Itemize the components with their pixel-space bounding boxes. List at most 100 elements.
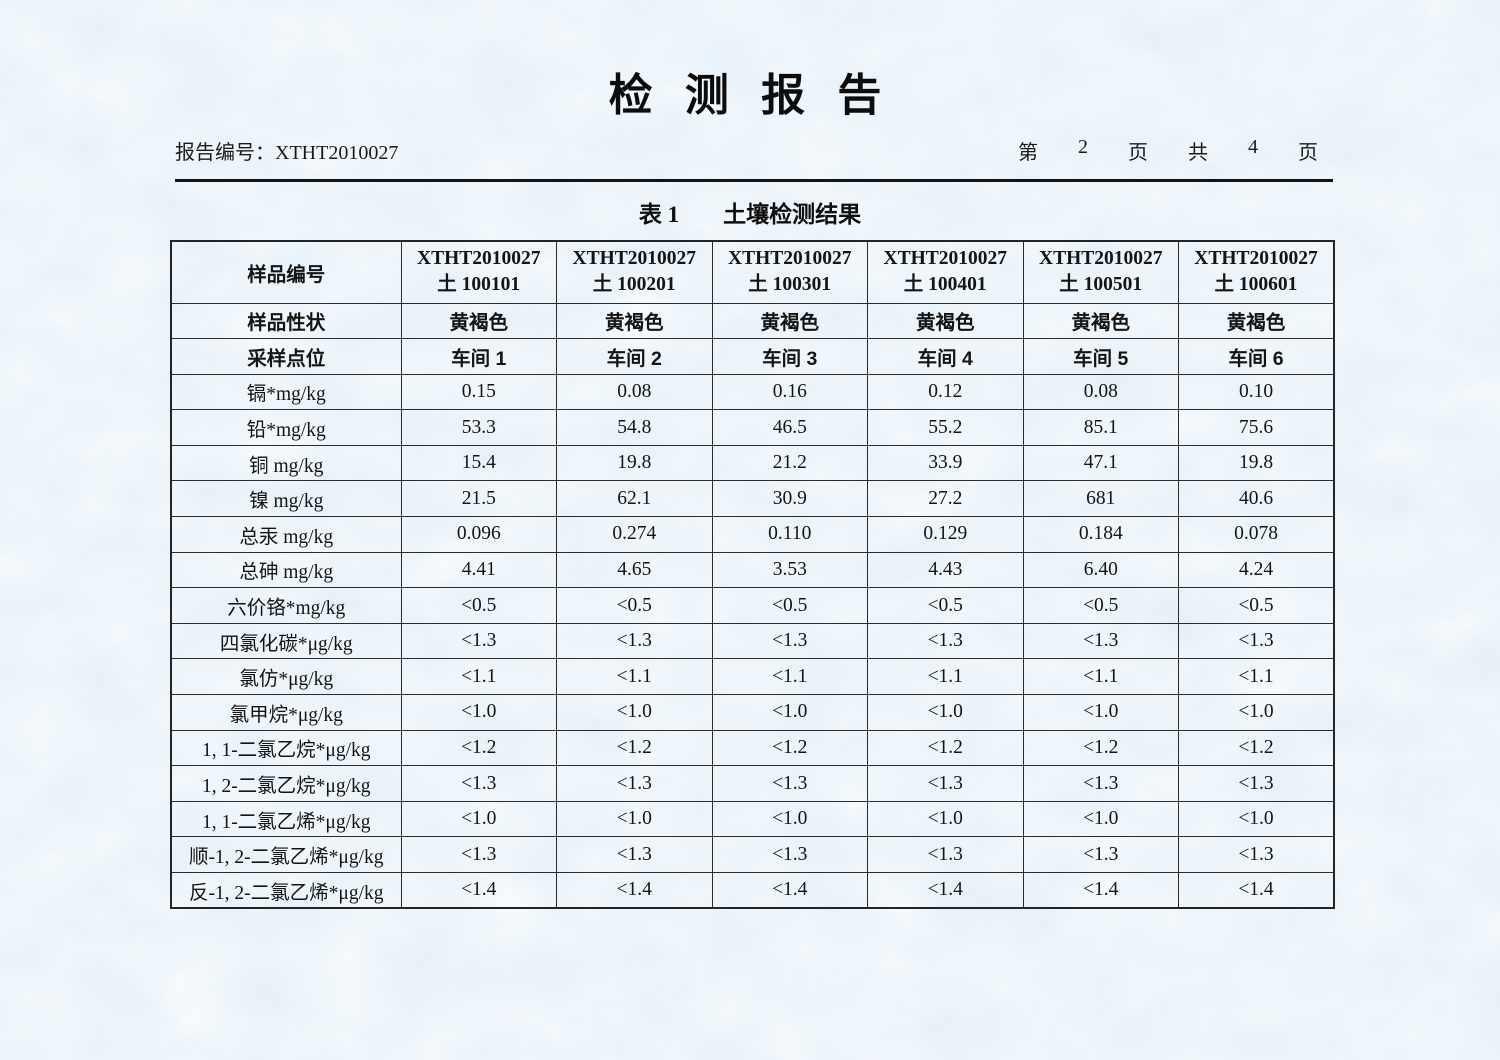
value-cell: <1.4	[1022, 872, 1179, 909]
attr-cell: 车间 1	[400, 338, 557, 375]
value-cell: 0.08	[556, 373, 713, 411]
table-row: 1, 2-二氯乙烷*μg/kg <1.3 <1.3 <1.3 <1.3 <1.3 <1.3	[170, 765, 1335, 802]
value-cell: 0.129	[867, 516, 1024, 553]
attr-cell: 黄褐色	[711, 302, 868, 340]
value-cell: <1.2	[1022, 729, 1179, 767]
parameter-label: 铜 mg/kg	[170, 444, 402, 482]
value-cell: 19.8	[556, 444, 713, 482]
value-cell: <0.5	[711, 587, 868, 624]
parameter-label: 六价铬*mg/kg	[170, 587, 402, 624]
value-cell: <1.3	[556, 622, 713, 660]
attr-cell: 车间 2	[556, 338, 713, 375]
value-cell: <1.0	[1178, 800, 1335, 838]
value-cell: <1.0	[1022, 800, 1179, 838]
table-caption-number: 表 1	[638, 202, 680, 227]
value-cell: <0.5	[867, 587, 1024, 624]
value-cell: <1.3	[1022, 836, 1179, 873]
value-cell: <1.2	[867, 729, 1024, 767]
value-cell: 75.6	[1178, 409, 1335, 446]
parameter-label: 镉*mg/kg	[170, 373, 402, 411]
parameter-label: 铅*mg/kg	[170, 409, 402, 446]
value-cell: <1.3	[1022, 622, 1179, 660]
value-cell: 0.096	[400, 516, 557, 553]
value-cell: <1.3	[867, 622, 1024, 660]
value-cell: <1.1	[1178, 658, 1335, 696]
table-row: 1, 1-二氯乙烷*μg/kg <1.2 <1.2 <1.2 <1.2 <1.2 <1.2	[170, 729, 1335, 767]
value-cell: <1.3	[867, 836, 1024, 873]
value-cell: 0.184	[1022, 516, 1179, 553]
value-cell: <1.4	[1178, 872, 1335, 909]
row-header: 样品编号	[170, 240, 402, 304]
value-cell: <1.2	[556, 729, 713, 767]
pagination-word: 页	[1128, 142, 1148, 164]
value-cell: 27.2	[867, 480, 1024, 518]
value-cell: <1.2	[400, 729, 557, 767]
value-cell: <1.0	[711, 800, 868, 838]
value-cell: 0.12	[867, 373, 1024, 411]
table-caption: 表 1 土壤检测结果	[0, 195, 1500, 229]
header-rule	[175, 179, 1333, 182]
table-row: 氯仿*μg/kg <1.1 <1.1 <1.1 <1.1 <1.1 <1.1	[170, 658, 1335, 696]
table-row: 铜 mg/kg 15.4 19.8 21.2 33.9 47.1 19.8	[170, 444, 1335, 482]
table-caption-title: 土壤检测结果	[723, 202, 862, 227]
attr-cell: 车间 3	[711, 338, 868, 375]
value-cell: <1.4	[400, 872, 557, 909]
page-title: 检 测 报 告	[608, 71, 892, 120]
pagination-total-pages: 4	[1248, 136, 1258, 158]
value-cell: 4.43	[867, 551, 1024, 589]
value-cell: 85.1	[1022, 409, 1179, 446]
table-row: 四氯化碳*μg/kg <1.3 <1.3 <1.3 <1.3 <1.3 <1.3	[170, 622, 1335, 660]
attr-cell: 车间 4	[867, 338, 1024, 375]
value-cell: 4.41	[400, 551, 557, 589]
sample-id-cell: XTHT2010027 土 100201	[556, 240, 713, 304]
value-cell: 47.1	[1022, 444, 1179, 482]
value-cell: 55.2	[867, 409, 1024, 446]
attr-cell: 车间 6	[1178, 338, 1335, 375]
value-cell: <1.3	[1022, 765, 1179, 802]
sample-id-cell: XTHT2010027 土 100401	[867, 240, 1024, 304]
attr-cell: 车间 5	[1022, 338, 1179, 375]
table-row: 镉*mg/kg 0.15 0.08 0.16 0.12 0.08 0.10	[170, 373, 1335, 411]
parameter-label: 1, 2-二氯乙烷*μg/kg	[170, 765, 402, 802]
attr-cell: 黄褐色	[556, 302, 713, 340]
value-cell: 19.8	[1178, 444, 1335, 482]
value-cell: 0.078	[1178, 516, 1335, 553]
report-number: 报告编号：XTHT2010027	[175, 142, 399, 164]
value-cell: <0.5	[556, 587, 713, 624]
value-cell: <1.3	[867, 765, 1024, 802]
value-cell: 681	[1022, 480, 1179, 518]
parameter-label: 镍 mg/kg	[170, 480, 402, 518]
value-cell: 0.10	[1178, 373, 1335, 411]
value-cell: <1.2	[711, 729, 868, 767]
attr-cell: 黄褐色	[867, 302, 1024, 340]
results-table: 样品编号 XTHT2010027 土 100101 XTHT2010027 土 1002…	[170, 240, 1335, 910]
value-cell: <1.4	[711, 872, 868, 909]
value-cell: <1.0	[400, 694, 557, 731]
parameter-label: 总砷 mg/kg	[170, 551, 402, 589]
table-row: 顺-1, 2-二氯乙烯*μg/kg <1.3 <1.3 <1.3 <1.3 <1.3 <1.…	[170, 836, 1335, 873]
value-cell: <1.3	[556, 836, 713, 873]
value-cell: 15.4	[400, 444, 557, 482]
value-cell: 0.274	[556, 516, 713, 553]
table-row: 样品性状 黄褐色 黄褐色 黄褐色 黄褐色 黄褐色 黄褐色	[170, 302, 1335, 340]
parameter-label: 四氯化碳*μg/kg	[170, 622, 402, 660]
value-cell: <1.0	[400, 800, 557, 838]
table-row: 总砷 mg/kg 4.41 4.65 3.53 4.43 6.40 4.24	[170, 551, 1335, 589]
pagination-word: 第	[1018, 142, 1038, 164]
value-cell: <1.3	[711, 622, 868, 660]
pagination-current-page: 2	[1078, 136, 1088, 158]
table-row: 镍 mg/kg 21.5 62.1 30.9 27.2 681 40.6	[170, 480, 1335, 518]
value-cell: 0.110	[711, 516, 868, 553]
table-row: 样品编号 XTHT2010027 土 100101 XTHT2010027 土 1002…	[170, 240, 1335, 304]
table-row: 采样点位 车间 1 车间 2 车间 3 车间 4 车间 5 车间 6	[170, 338, 1335, 375]
table-row: 总汞 mg/kg 0.096 0.274 0.110 0.129 0.184 0.078	[170, 516, 1335, 553]
parameter-label: 氯甲烷*μg/kg	[170, 694, 402, 731]
sample-id-cell: XTHT2010027 土 100601	[1178, 240, 1335, 304]
pagination-word: 页	[1298, 142, 1318, 164]
value-cell: <1.3	[556, 765, 713, 802]
pagination: 第 2 页 共 4 页	[1018, 136, 1318, 165]
value-cell: 4.24	[1178, 551, 1335, 589]
value-cell: 4.65	[556, 551, 713, 589]
sample-id-cell: XTHT2010027 土 100101	[400, 240, 557, 304]
